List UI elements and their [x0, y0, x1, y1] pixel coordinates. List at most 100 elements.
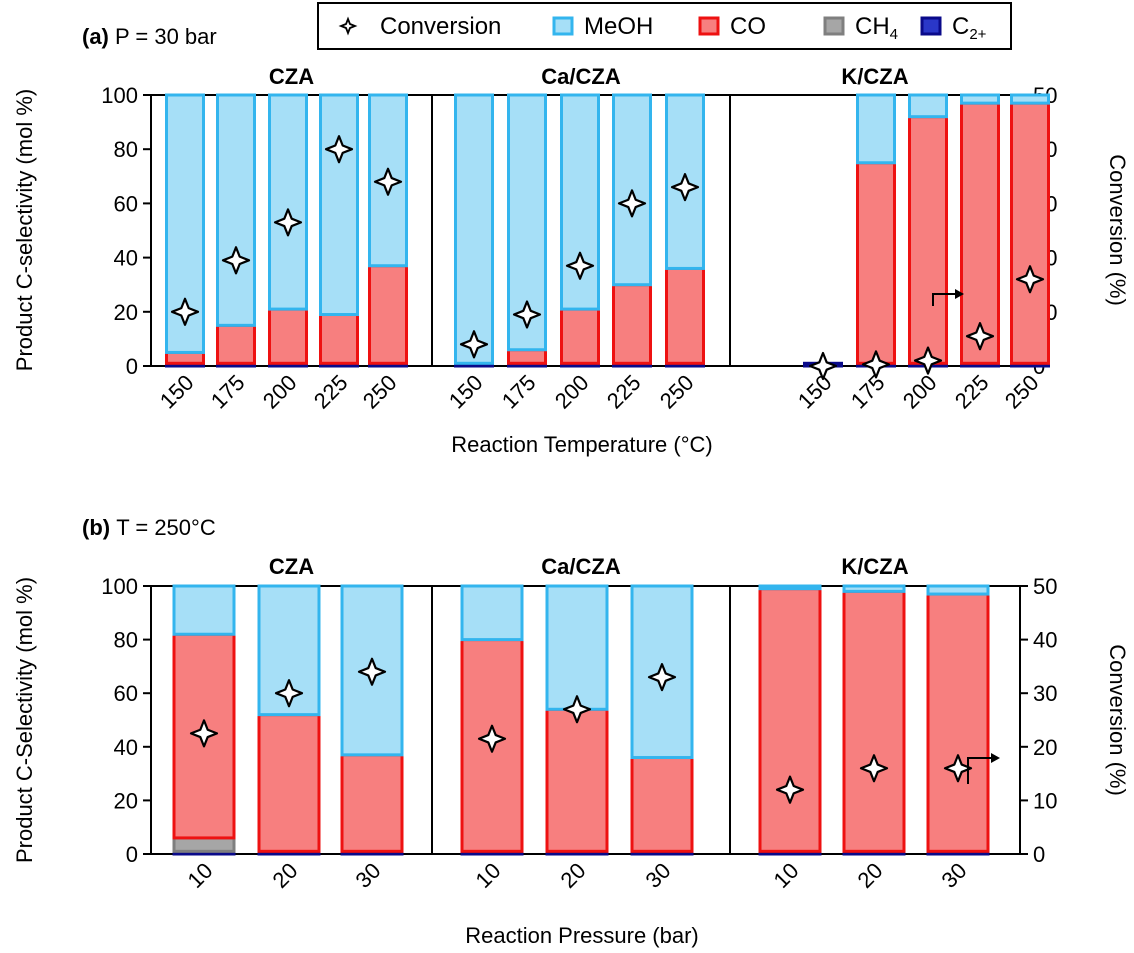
- group-title: K/CZA: [841, 64, 908, 89]
- y2-axis-label: Conversion (%): [1105, 154, 1130, 306]
- conversion-marker: [562, 695, 592, 724]
- conversion-marker: [170, 297, 200, 326]
- panel-letter: (b): [82, 515, 116, 540]
- y-axis-label: Product C-Selectivity (mol %): [12, 577, 37, 863]
- legend-text: CO: [730, 13, 766, 40]
- conversion-marker: [1015, 265, 1045, 294]
- legend-label-meoh: MeOH: [584, 13, 653, 40]
- y-tick-label: 100: [101, 574, 138, 599]
- bar-co-segment: [665, 266, 705, 365]
- x-tick-label: 20: [556, 858, 591, 893]
- bar-co-segment: [216, 323, 256, 365]
- bar-meoh-segment: [216, 93, 256, 327]
- bar-co-segment: [368, 264, 408, 365]
- x-tick-label: 10: [471, 858, 506, 893]
- panel-b: (b) T = 250°C 0 20 40 60 80 100 0 10 20 30 40 50 Prod…: [12, 515, 1130, 948]
- bar-meoh-segment: [507, 93, 547, 352]
- x-tick-label: 150: [155, 370, 199, 414]
- x-tick-label: 175: [497, 370, 541, 414]
- panel-title: P = 30 bar: [115, 24, 217, 49]
- x-tick-label: 200: [258, 370, 302, 414]
- x-tick-label: 250: [358, 370, 402, 414]
- bar-meoh-segment: [842, 584, 906, 593]
- y2-axis-label: Conversion (%): [1105, 644, 1130, 796]
- x-tick-label: 20: [268, 858, 303, 893]
- conversion-marker: [324, 135, 354, 164]
- y-tick-label: 0: [126, 354, 138, 379]
- bar-meoh-segment: [545, 584, 609, 711]
- conversion-marker: [459, 330, 489, 359]
- conversion-marker: [357, 657, 387, 686]
- conversion-marker: [189, 719, 219, 748]
- group-title: Ca/CZA: [541, 64, 621, 89]
- x-tick-label: 200: [550, 370, 594, 414]
- x-tick-label: 30: [351, 858, 386, 893]
- legend-frame: [317, 2, 1012, 50]
- x-tick-label: 175: [206, 370, 250, 414]
- bar-co-segment: [319, 313, 359, 365]
- conversion-marker: [274, 679, 304, 708]
- bar-meoh-segment: [172, 584, 236, 636]
- y2-tick-label: 30: [1033, 681, 1057, 706]
- conversion-marker: [670, 173, 700, 202]
- group-title: CZA: [269, 554, 314, 579]
- bar-co-segment: [507, 348, 547, 365]
- x-tick-label: 10: [769, 858, 804, 893]
- bar-ch4-segment: [172, 836, 236, 853]
- bar-co-segment: [257, 713, 321, 853]
- x-tick-label: 30: [641, 858, 676, 893]
- axis-arrowhead: [955, 289, 964, 299]
- conversion-marker: [943, 754, 973, 783]
- bar-meoh-segment: [1010, 93, 1050, 105]
- x-tick-label: 225: [309, 370, 353, 414]
- legend-swatch-co: [698, 16, 720, 36]
- legend-label-ch4: CH4: [855, 13, 898, 43]
- x-tick-label: 175: [846, 370, 890, 414]
- y-tick-label: 80: [114, 628, 138, 653]
- conversion-marker: [512, 300, 542, 329]
- group-title: K/CZA: [841, 554, 908, 579]
- y-tick-label: 0: [126, 842, 138, 867]
- legend-text: CH: [855, 13, 890, 40]
- panel-label: (b) T = 250°C: [82, 515, 216, 540]
- conversion-marker: [913, 346, 943, 375]
- bar-co-segment: [560, 307, 600, 365]
- y2-tick-label: 50: [1033, 574, 1057, 599]
- x-tick-label: 150: [793, 370, 837, 414]
- y-tick-label: 80: [114, 137, 138, 162]
- bar-co-segment: [612, 283, 652, 365]
- bar-co-segment: [908, 115, 948, 365]
- legend-swatch-ch4: [823, 16, 845, 36]
- y-tick-label: 20: [114, 788, 138, 813]
- x-tick-label: 250: [655, 370, 699, 414]
- legend-label-co: CO: [730, 13, 766, 40]
- conversion-marker: [617, 189, 647, 218]
- legend-swatch-c2: [920, 16, 942, 36]
- x-tick-label: 225: [950, 370, 994, 414]
- axis-arrow: [967, 757, 992, 784]
- legend-star-icon: [338, 16, 358, 36]
- panel-label: (a) P = 30 bar: [82, 24, 217, 49]
- legend-text: C: [952, 13, 969, 40]
- legend-swatch-meoh: [552, 16, 574, 36]
- x-tick-label: 10: [183, 858, 218, 893]
- bar-co-segment: [758, 587, 822, 853]
- x-tick-label: 20: [853, 858, 888, 893]
- bar-meoh-segment: [856, 93, 896, 165]
- legend-subscript: 4: [890, 26, 898, 43]
- legend-label-c2: C2+: [952, 13, 987, 43]
- conversion-marker: [775, 775, 805, 804]
- group-title: CZA: [269, 64, 314, 89]
- bar-co-segment: [842, 589, 906, 853]
- bar-co-segment: [960, 101, 1000, 365]
- legend-subscript: 2+: [969, 26, 986, 43]
- y-tick-label: 20: [114, 300, 138, 325]
- bar-co-segment: [545, 707, 609, 853]
- conversion-marker: [859, 754, 889, 783]
- y-tick-label: 60: [114, 191, 138, 216]
- bar-co-segment: [926, 592, 990, 853]
- bar-meoh-segment: [926, 584, 990, 596]
- bar-meoh-segment: [319, 93, 359, 317]
- legend: Conversion MeOH CO CH4 C2+: [317, 2, 1012, 50]
